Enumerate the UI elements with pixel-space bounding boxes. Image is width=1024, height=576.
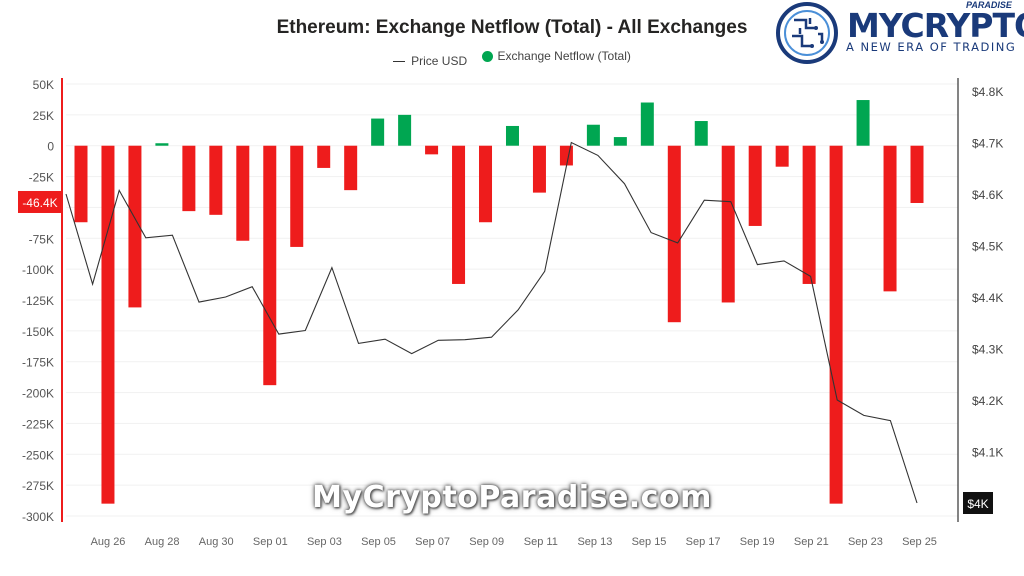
netflow-bar	[829, 145, 843, 504]
netflow-bar	[425, 145, 439, 155]
legend-line-swatch	[393, 60, 406, 62]
highlight-left-box	[18, 190, 62, 213]
x-tick-label: Aug 28	[145, 536, 180, 548]
netflow-bar	[182, 145, 196, 212]
netflow-bar	[910, 145, 924, 203]
netflow-bar	[398, 114, 412, 146]
brand-logo: PARADISE MYCRYPTO A NEW ERA OF TRADING	[772, 0, 1024, 70]
legend-item-netflow: Exchange Netflow (Total)	[482, 49, 631, 63]
x-tick-label: Sep 03	[307, 536, 342, 548]
highlight-left-label: -46.4K	[22, 196, 57, 210]
netflow-bar	[128, 145, 142, 308]
highlight-right-box	[963, 492, 993, 514]
netflow-bar	[613, 137, 627, 146]
chart-title-text: Ethereum: Exchange Netflow (Total) - All…	[276, 17, 748, 38]
logo-superscript: PARADISE	[966, 0, 1012, 10]
netflow-bar	[856, 100, 870, 146]
netflow-bar	[344, 145, 358, 191]
y-right-tick-label: $4.1K	[972, 446, 1003, 460]
netflow-bar	[371, 118, 385, 146]
globe-circuit-icon	[776, 2, 838, 64]
netflow-bar	[586, 124, 600, 146]
netflow-bar	[505, 125, 519, 146]
y-left-tick-label: -125K	[22, 294, 54, 308]
y-left-tick-label: -225K	[22, 417, 54, 431]
y-right-tick-label: $4.2K	[972, 394, 1003, 408]
y-left-tick-label: -300K	[22, 510, 54, 524]
chart-title: Ethereum: Exchange Netflow (Total) - All…	[0, 17, 1024, 39]
x-tick-label: Sep 21	[794, 536, 829, 548]
legend-dot-swatch	[482, 50, 494, 62]
legend-item-price: Price USD	[393, 54, 467, 68]
netflow-bar	[452, 145, 466, 284]
y-right-tick-label: $4.6K	[972, 188, 1003, 202]
y-left-tick-label: -25K	[29, 171, 54, 185]
netflow-bar	[559, 145, 573, 166]
netflow-bar	[263, 145, 277, 386]
y-left-tick-label: -200K	[22, 387, 54, 401]
netflow-bar	[209, 145, 223, 215]
x-tick-label: Sep 13	[577, 536, 612, 548]
y-left-tick-label: -75K	[29, 232, 54, 246]
x-tick-label: Sep 17	[686, 536, 721, 548]
y-left-tick-label: 25K	[33, 109, 54, 123]
y-right-tick-label: $4.7K	[972, 137, 1003, 151]
x-tick-label: Aug 26	[91, 536, 126, 548]
y-left-tick-label: 50K	[33, 78, 54, 92]
highlight-right-label: $4K	[967, 497, 988, 511]
y-left-tick-label: -175K	[22, 356, 54, 370]
netflow-bar	[775, 145, 789, 167]
y-left-tick-label: -100K	[22, 263, 54, 277]
netflow-bar	[101, 145, 115, 504]
netflow-bar	[532, 145, 546, 193]
y-left-tick-label: -150K	[22, 325, 54, 339]
x-tick-label: Sep 11	[524, 536, 558, 548]
netflow-bar	[883, 145, 897, 292]
netflow-bar	[236, 145, 250, 241]
x-tick-label: Sep 15	[632, 536, 667, 548]
y-left-tick-label: -250K	[22, 448, 54, 462]
x-tick-label: Sep 25	[902, 536, 937, 548]
y-left-tick-label: -275K	[22, 479, 54, 493]
x-tick-label: Sep 01	[253, 536, 288, 548]
x-tick-label: Aug 30	[199, 536, 234, 548]
legend-netflow-label: Exchange Netflow (Total)	[497, 49, 631, 63]
x-tick-label: Sep 05	[361, 536, 396, 548]
netflow-bar	[290, 145, 304, 247]
x-tick-label: Sep 07	[415, 536, 450, 548]
y-right-tick-label: $4.4K	[972, 291, 1003, 305]
netflow-bar	[721, 145, 735, 303]
netflow-bar	[74, 145, 88, 223]
netflow-bar	[748, 145, 762, 226]
x-tick-label: Sep 23	[848, 536, 883, 548]
netflow-bar	[317, 145, 331, 168]
netflow-bar	[694, 121, 708, 146]
chart-legend: Price USD Exchange Netflow (Total)	[0, 49, 1024, 68]
logo-tagline: A NEW ERA OF TRADING	[846, 40, 1017, 54]
netflow-bar	[155, 143, 169, 146]
logo-brand-text: MYCRYPTO	[847, 6, 1024, 45]
x-tick-label: Sep 19	[740, 536, 775, 548]
y-right-tick-label: $4.5K	[972, 240, 1003, 254]
netflow-bar	[802, 145, 816, 284]
y-right-tick-label: $4.3K	[972, 343, 1003, 357]
x-tick-label: Sep 09	[469, 536, 504, 548]
netflow-bar	[667, 145, 681, 323]
y-right-tick-label: $4.8K	[972, 85, 1003, 99]
netflow-bar	[640, 102, 654, 146]
y-left-tick-label: 0	[47, 140, 54, 154]
legend-price-label: Price USD	[411, 54, 468, 68]
netflow-bar	[479, 145, 493, 223]
watermark-text: MyCryptoParadise.com	[312, 480, 712, 515]
price-line	[65, 141, 918, 504]
